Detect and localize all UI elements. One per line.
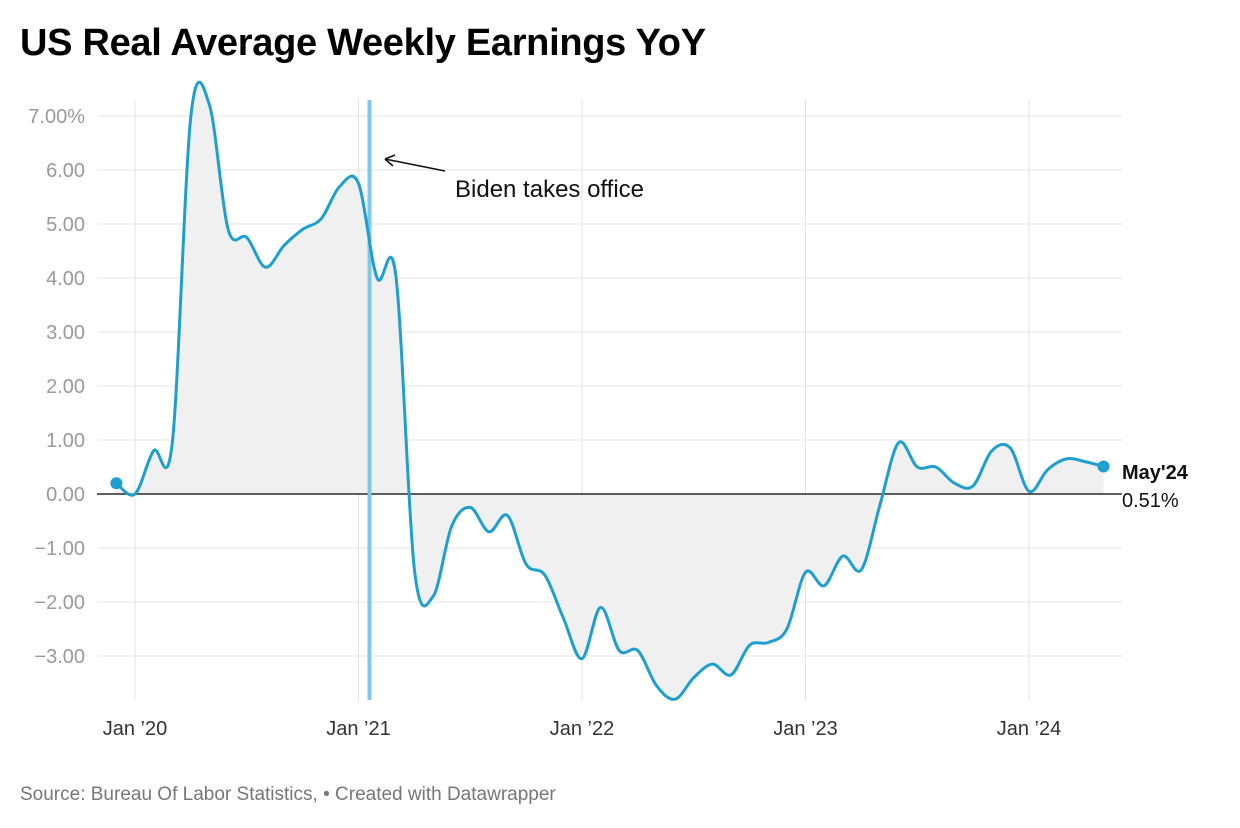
area-fill	[116, 82, 1104, 700]
x-tick-label: Jan ’23	[773, 718, 838, 740]
series-line	[115, 80, 1104, 701]
x-tick-label: Jan ’20	[103, 718, 168, 740]
source-footer: Source: Bureau Of Labor Statistics, • Cr…	[20, 784, 556, 805]
end-label-date: May'24	[1122, 462, 1189, 484]
y-tick-label: −1.00	[34, 538, 85, 560]
y-tick-label: −3.00	[34, 646, 85, 668]
y-tick-label: 4.00	[46, 268, 85, 290]
annotation-arrow-head	[384, 154, 396, 167]
end-point	[1097, 460, 1110, 473]
y-tick-label: −2.00	[34, 592, 85, 614]
y-tick-label: 2.00	[46, 376, 85, 398]
y-tick-label: 6.00	[46, 160, 85, 182]
x-tick-label: Jan ’21	[326, 718, 391, 740]
y-tick-label: 3.00	[46, 322, 85, 344]
end-label-value: 0.51%	[1122, 490, 1179, 512]
y-tick-label: 0.00	[46, 484, 85, 506]
x-tick-label: Jan ’22	[550, 718, 615, 740]
annotation-biden-takes-office: Biden takes office	[455, 176, 644, 203]
annotation-arrow-line	[384, 158, 446, 172]
start-point	[110, 477, 123, 490]
y-tick-label: 1.00	[46, 430, 85, 452]
chart-title: US Real Average Weekly Earnings YoY	[20, 22, 706, 64]
x-axis-labels: Jan ’20 Jan ’21 Jan ’22 Jan ’23 Jan ’24	[103, 718, 1062, 740]
y-tick-label: 7.00%	[28, 106, 85, 128]
y-tick-label: 5.00	[46, 214, 85, 236]
x-tick-label: Jan ’24	[997, 718, 1062, 740]
y-axis-labels: 7.00% 6.00 5.00 4.00 3.00 2.00 1.00 0.00 −1.00 −2…	[28, 106, 85, 668]
